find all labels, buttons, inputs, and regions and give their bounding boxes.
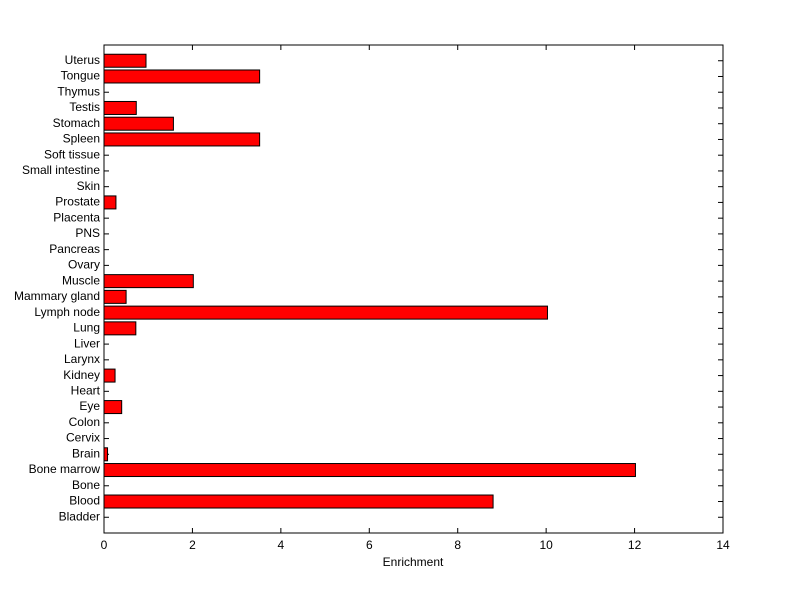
bar	[103, 494, 494, 509]
x-tick-label: 10	[539, 538, 553, 552]
y-tick-label: Heart	[71, 383, 101, 397]
x-tick-label: 12	[628, 538, 642, 552]
y-tick-label: Muscle	[62, 273, 100, 287]
y-tick-label: Spleen	[63, 132, 100, 146]
y-tick-label: Brain	[72, 446, 100, 460]
y-tick-label: Cervix	[66, 431, 100, 445]
plot-frame	[103, 44, 724, 534]
x-tick-label: 14	[716, 538, 730, 552]
y-tick-label: Mammary gland	[14, 289, 100, 303]
bar	[103, 463, 636, 478]
x-tick-label: 8	[454, 538, 461, 552]
bar	[103, 321, 137, 336]
bar	[103, 305, 548, 320]
bar	[103, 100, 137, 115]
bar	[103, 195, 117, 210]
bar	[103, 400, 123, 415]
y-tick-label: Skin	[77, 179, 100, 193]
bar	[103, 368, 116, 383]
y-tick-label: Bladder	[59, 509, 100, 523]
y-tick-label: Stomach	[53, 116, 100, 130]
x-tick-label: 4	[278, 538, 285, 552]
bar	[103, 53, 147, 68]
y-tick-label: Blood	[69, 494, 100, 508]
y-tick-label: Pancreas	[49, 242, 100, 256]
y-tick-label: Prostate	[55, 195, 100, 209]
x-tick-label: 0	[101, 538, 108, 552]
y-tick-label: Bone	[72, 478, 100, 492]
bar	[103, 132, 261, 147]
bar	[103, 289, 127, 304]
y-tick-label: Small intestine	[22, 163, 100, 177]
y-tick-label: Colon	[69, 415, 100, 429]
y-tick-label: Testis	[69, 100, 100, 114]
y-tick-label: Tongue	[61, 69, 101, 83]
y-tick-label: Larynx	[64, 352, 100, 366]
x-tick-label: 2	[189, 538, 196, 552]
bar	[103, 447, 109, 462]
y-tick-label: Lymph node	[34, 305, 100, 319]
y-tick-label: PNS	[75, 226, 100, 240]
y-tick-label: Uterus	[65, 53, 100, 67]
bar	[103, 69, 261, 84]
y-tick-label: Lung	[73, 321, 100, 335]
y-tick-label: Soft tissue	[44, 147, 100, 161]
y-tick-label: Eye	[79, 399, 100, 413]
y-tick-label: Liver	[74, 336, 100, 350]
y-tick-label: Ovary	[68, 258, 100, 272]
y-tick-label: Placenta	[53, 210, 100, 224]
y-tick-label: Thymus	[57, 84, 100, 98]
y-tick-label: Bone marrow	[29, 462, 101, 476]
bar	[103, 116, 174, 131]
x-tick-label: 6	[366, 538, 373, 552]
bar	[103, 274, 194, 289]
y-tick-label: Kidney	[63, 368, 100, 382]
x-axis-label: Enrichment	[383, 555, 444, 569]
